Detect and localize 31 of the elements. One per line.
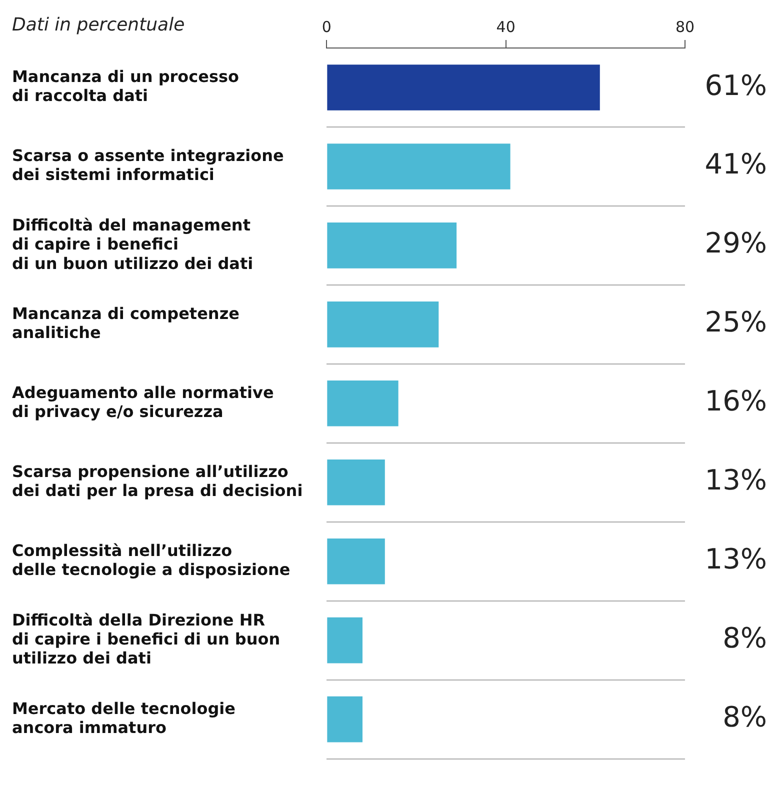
y-tick-label: Difficoltà del management di capire i benefici di un buon utilizzo dei dati	[12, 215, 254, 273]
y-tick-label: Mancanza di competenze analitiche	[12, 304, 240, 342]
data-label: 16%	[704, 384, 767, 418]
data-label: 29%	[704, 226, 767, 260]
y-tick-label: Adeguamento alle normative di privacy e/o sicurezza	[12, 382, 274, 422]
data-label: 41%	[704, 148, 767, 181]
bar	[327, 64, 600, 110]
bar	[327, 302, 439, 348]
bar	[327, 538, 385, 584]
data-label: 13%	[704, 542, 767, 576]
y-tick-label: Difficoltà della Direzione HR di capire i benefici di un buon utilizzo dei dati	[12, 610, 280, 668]
y-tick-label: Scarsa propensione all’utilizzo dei dati per la presa di decisioni	[12, 462, 303, 500]
data-label: 25%	[704, 306, 767, 339]
bar	[327, 380, 398, 426]
data-label: 13%	[704, 464, 767, 497]
x-tick-label: 0	[322, 18, 332, 36]
data-label: 61%	[704, 68, 767, 102]
y-tick-label: Mercato delle tecnologie ancora immaturo	[12, 698, 236, 738]
bar	[327, 222, 457, 268]
bar	[327, 617, 363, 664]
data-label: 8%	[722, 700, 767, 734]
x-tick-label: 40	[496, 18, 516, 36]
x-tick-label: 80	[675, 18, 695, 36]
text: Dati in percentuale	[12, 14, 185, 36]
y-tick-label: Complessità nell’utilizzo delle tecnologie a disposizione	[12, 540, 290, 580]
bar	[327, 144, 510, 190]
bar	[327, 696, 363, 742]
bar	[327, 459, 385, 506]
y-tick-label: Mancanza di un processo di raccolta dati	[12, 67, 240, 106]
y-tick-label: Scarsa o assente integrazione dei sistemi informatici	[12, 146, 284, 184]
data-label: 8%	[722, 622, 767, 655]
